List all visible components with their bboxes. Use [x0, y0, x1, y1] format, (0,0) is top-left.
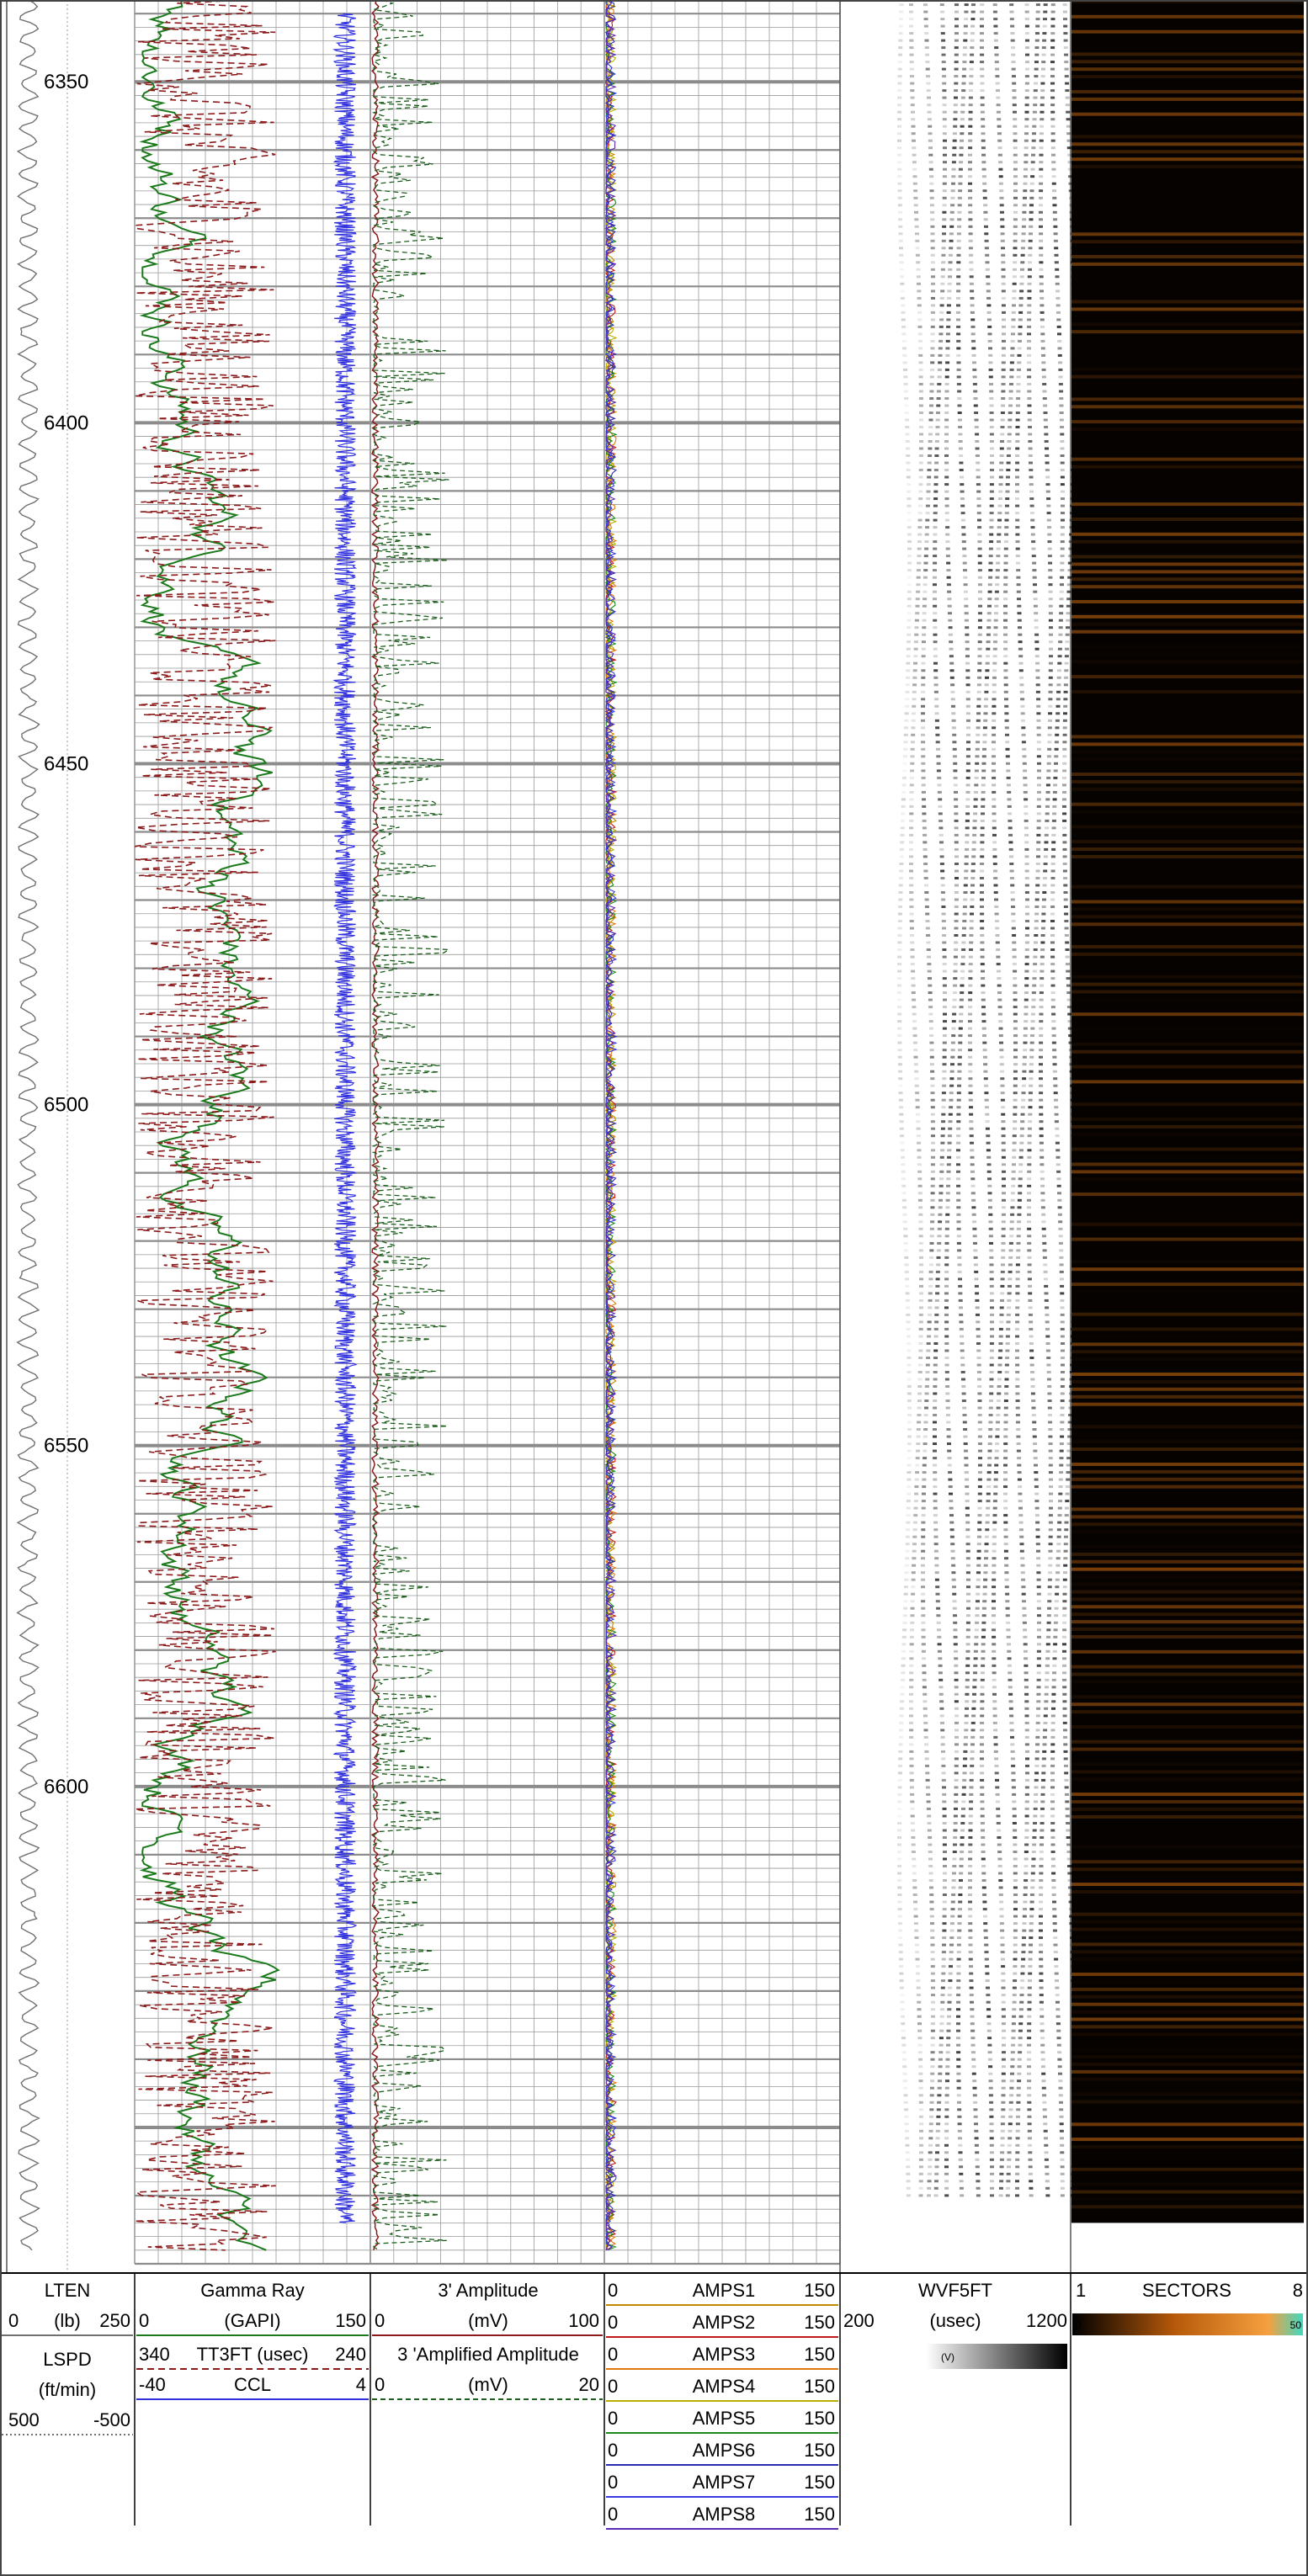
amps6-scale-max: 150: [804, 2440, 835, 2461]
amps4-scale-min: 0: [608, 2376, 618, 2397]
lspd-scale-min: 500: [8, 2409, 40, 2430]
depth-label-6400: 6400: [44, 412, 88, 434]
amps3-name: AMPS3: [693, 2344, 756, 2365]
amps1-scale-min: 0: [608, 2280, 618, 2301]
amps8-curve: [604, 0, 618, 2250]
track3-grid: [603, 0, 841, 2265]
depth-label-6600: 6600: [44, 1776, 88, 1798]
amps8-name: AMPS8: [693, 2504, 756, 2525]
wvf5ft-unit: (usec): [929, 2310, 981, 2331]
amplified-amplitude-curve: [371, 0, 451, 2251]
amplitude-3ft-unit: (mV): [468, 2310, 508, 2331]
depth-label-6450: 6450: [44, 752, 88, 775]
amps8-scale-min: 0: [608, 2504, 618, 2525]
amps4-name: AMPS4: [693, 2376, 756, 2397]
lten-name: LTEN: [45, 2280, 91, 2301]
amps7-scale-max: 150: [804, 2472, 835, 2493]
lten-scale-min: 0: [8, 2310, 19, 2331]
tt3ft-scale-min: 340: [139, 2344, 170, 2365]
amps1-scale-max: 150: [804, 2280, 835, 2301]
amps7-scale-min: 0: [608, 2472, 618, 2493]
amplified-amplitude-scale-max: 20: [579, 2374, 599, 2395]
amps5-scale-min: 0: [608, 2408, 618, 2429]
amplitude-3ft-scale-min: 0: [375, 2310, 385, 2331]
gamma-ray-name: Gamma Ray: [200, 2280, 304, 2301]
lten-unit: (lb): [54, 2310, 81, 2331]
sectors-scale-min: 1: [1076, 2280, 1086, 2301]
amps5-scale-max: 150: [804, 2408, 835, 2429]
gamma-ray-curve: [139, 0, 280, 2251]
amplified-amplitude-name: 3 'Amplified Amplitude: [397, 2344, 579, 2365]
sectors-colorbar-max: 50: [1290, 2319, 1302, 2331]
sectors-image: [1071, 0, 1304, 2223]
wvf5ft-scale-max: 1200: [1026, 2310, 1067, 2331]
amps5-name: AMPS5: [693, 2408, 756, 2429]
gamma-ray-scale-min: 0: [139, 2310, 149, 2331]
lten-scale-max: 250: [99, 2310, 130, 2331]
tt3ft-scale-max: 240: [335, 2344, 366, 2365]
sectors-name: SECTORS: [1142, 2280, 1231, 2301]
gamma-ray-unit: (GAPI): [224, 2310, 280, 2331]
sectors-background: [1071, 0, 1304, 2223]
lspd-scale-max: -500: [93, 2409, 130, 2430]
gamma-ray-scale-max: 150: [335, 2310, 366, 2331]
sectors-colorbar: [1072, 2313, 1303, 2335]
tt3ft-name: TT3FT (usec): [197, 2344, 309, 2365]
tt3ft-curve: [134, 0, 276, 2251]
amps2-scale-min: 0: [608, 2312, 618, 2333]
wvf5ft-scale-min: 200: [843, 2310, 875, 2331]
amps2-scale-max: 150: [804, 2312, 835, 2333]
wvf5ft-colorbar: [926, 2344, 1067, 2369]
amplitude-3ft-curve: [370, 0, 380, 2250]
amps8-scale-max: 150: [804, 2504, 835, 2525]
amplified-amplitude-scale-min: 0: [375, 2374, 385, 2395]
depth-label-6550: 6550: [44, 1435, 88, 1458]
sectors-scale-max: 8: [1293, 2280, 1303, 2301]
ccl-scale-min: -40: [139, 2374, 166, 2395]
amps4-scale-max: 150: [804, 2376, 835, 2397]
amplitude-3ft-name: 3' Amplitude: [438, 2280, 538, 2301]
sectors-colorbar-min: 0: [1076, 2319, 1082, 2331]
lten-curve: [16, 0, 40, 2251]
lspd-name: LSPD: [43, 2349, 91, 2370]
wvf5ft-name: WVF5FT: [918, 2280, 992, 2301]
ccl-curve: [332, 13, 358, 2223]
amps1-name: AMPS1: [693, 2280, 756, 2301]
depth-axis-labels: 6350 6400 6450 6500 6550 6600: [44, 71, 88, 1798]
amps7-name: AMPS7: [693, 2472, 756, 2493]
wvf5ft-sublabel: (V): [941, 2351, 954, 2363]
depth-label-6350: 6350: [44, 71, 88, 93]
amps7-curve: [604, 0, 618, 2251]
wvf5ft-vdl-image: [897, 3, 1077, 2197]
amps6-name: AMPS6: [693, 2440, 756, 2461]
depth-label-6500: 6500: [44, 1094, 88, 1117]
log-curves: [16, 0, 618, 2251]
amps3-scale-min: 0: [608, 2344, 618, 2365]
amps2-name: AMPS2: [693, 2312, 756, 2333]
ccl-name: CCL: [234, 2374, 271, 2395]
amps6-scale-min: 0: [608, 2440, 618, 2461]
lspd-unit: (ft/min): [39, 2379, 96, 2400]
amplitude-3ft-scale-max: 100: [568, 2310, 599, 2331]
amps3-scale-max: 150: [804, 2344, 835, 2365]
amplified-amplitude-unit: (mV): [468, 2374, 508, 2395]
ccl-scale-max: 4: [356, 2374, 366, 2395]
